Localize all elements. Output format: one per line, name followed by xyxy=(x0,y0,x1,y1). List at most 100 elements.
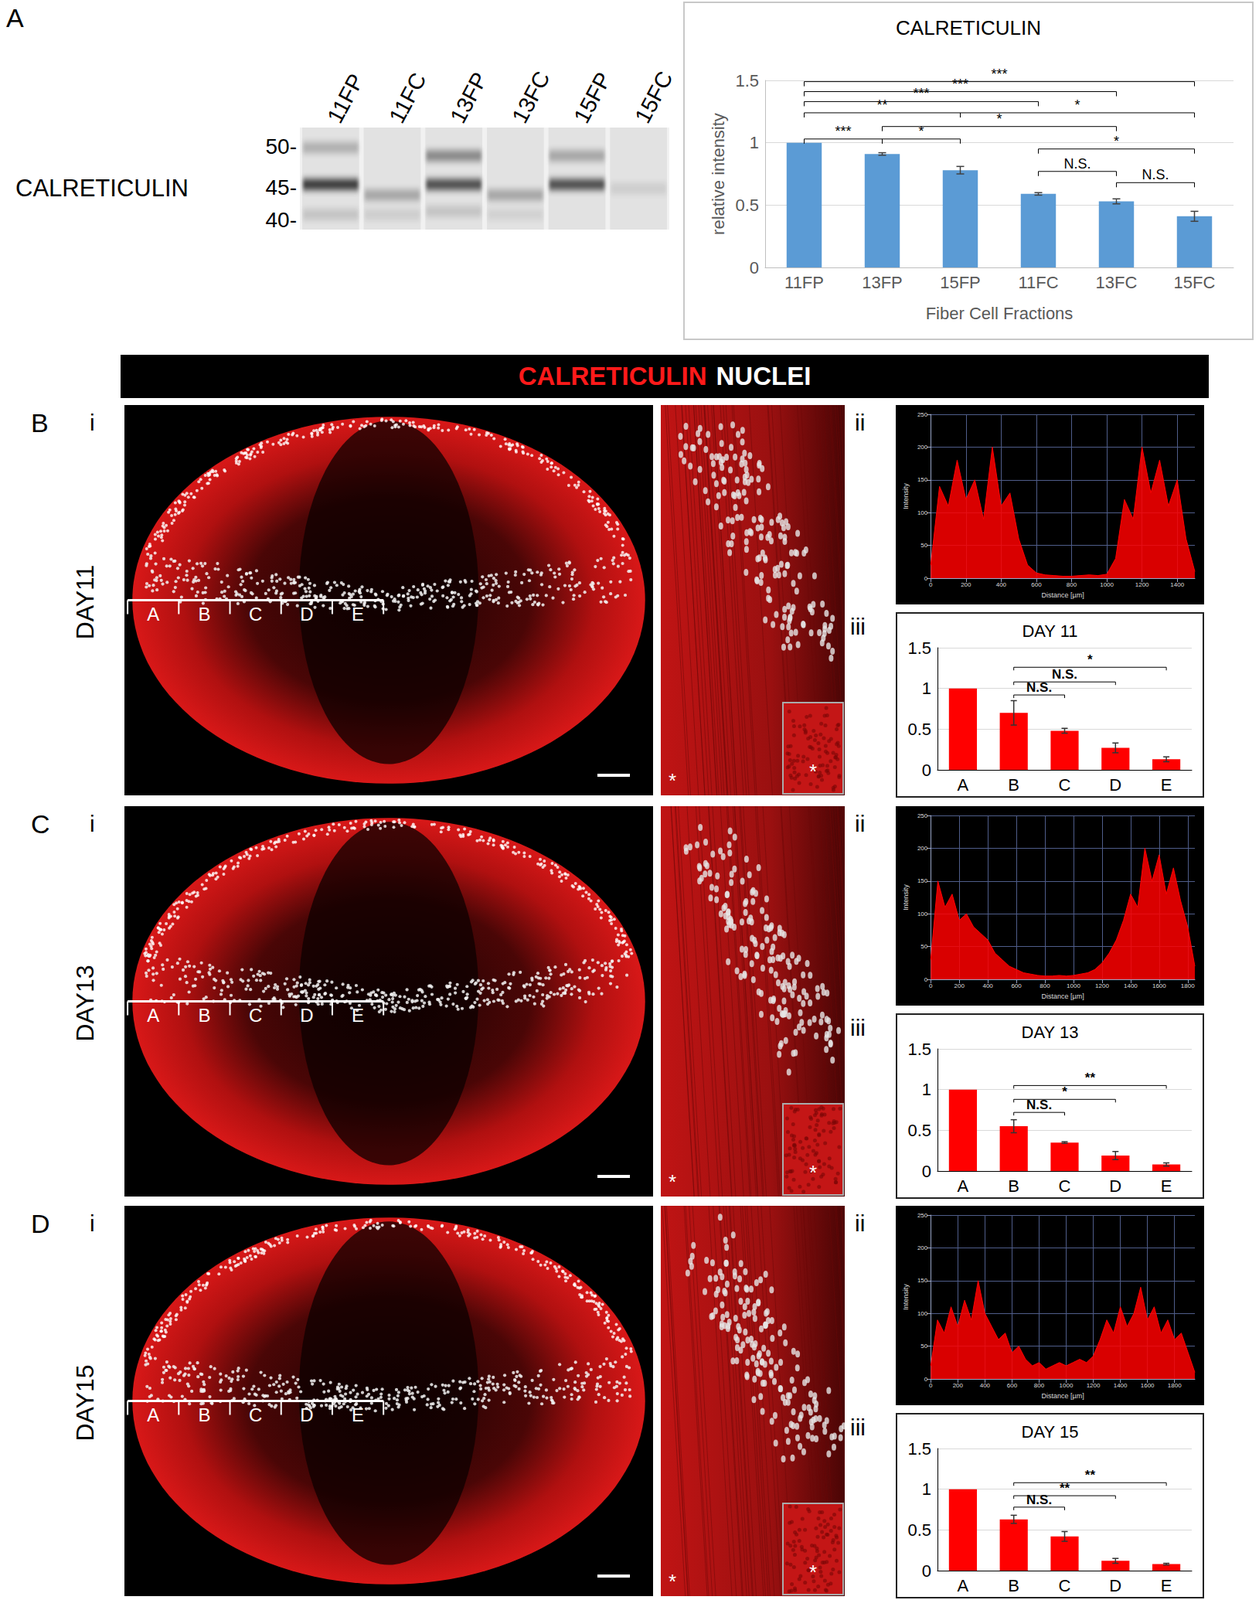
svg-text:1.5: 1.5 xyxy=(907,1039,932,1059)
svg-text:0.5: 0.5 xyxy=(907,1520,932,1540)
svg-text:C: C xyxy=(1058,775,1072,795)
svg-text:*: * xyxy=(668,769,677,793)
svg-text:A: A xyxy=(957,1575,970,1596)
svg-text:1400: 1400 xyxy=(1113,1381,1128,1389)
svg-text:200: 200 xyxy=(917,844,929,852)
svg-text:A: A xyxy=(146,1004,160,1026)
svg-text:E: E xyxy=(351,1004,365,1026)
svg-text:1200: 1200 xyxy=(1095,982,1110,990)
svg-text:600: 600 xyxy=(1010,982,1022,990)
svg-text:E: E xyxy=(1160,775,1173,795)
svg-text:DAY 11: DAY 11 xyxy=(1021,621,1078,641)
svg-text:800: 800 xyxy=(1039,982,1051,990)
svg-text:Intensity: Intensity xyxy=(901,1283,910,1311)
svg-text:C: C xyxy=(1058,1575,1072,1596)
svg-text:11FC: 11FC xyxy=(1017,272,1059,293)
svg-text:*: * xyxy=(668,1170,677,1194)
svg-text:B: B xyxy=(197,1404,211,1426)
svg-text:A: A xyxy=(146,1404,160,1426)
svg-text:400: 400 xyxy=(982,982,994,990)
svg-text:N.S.: N.S. xyxy=(1026,1097,1052,1113)
svg-text:0.5: 0.5 xyxy=(734,195,759,215)
svg-text:200: 200 xyxy=(952,1381,964,1389)
svg-text:A: A xyxy=(957,775,970,795)
svg-text:C: C xyxy=(1058,1176,1072,1196)
svg-text:0: 0 xyxy=(928,581,933,589)
svg-text:*: * xyxy=(809,759,817,783)
svg-text:**: ** xyxy=(1085,1467,1096,1483)
svg-text:50: 50 xyxy=(920,541,928,549)
svg-text:Distance [µm]: Distance [µm] xyxy=(1041,992,1085,1001)
svg-text:N.S.: N.S. xyxy=(1051,666,1078,682)
svg-text:600: 600 xyxy=(1007,1381,1018,1389)
svg-text:Intensity: Intensity xyxy=(901,483,910,510)
svg-text:0: 0 xyxy=(922,760,932,780)
svg-text:250: 250 xyxy=(917,411,929,419)
svg-text:C: C xyxy=(248,603,263,625)
svg-text:B: B xyxy=(1007,1176,1020,1196)
svg-text:DAY 15: DAY 15 xyxy=(1021,1422,1079,1442)
svg-text:150: 150 xyxy=(917,476,929,484)
svg-text:***: *** xyxy=(912,85,929,102)
svg-text:1: 1 xyxy=(922,1479,932,1499)
svg-text:D: D xyxy=(1109,1575,1122,1596)
svg-text:1000: 1000 xyxy=(1099,581,1114,589)
svg-text:1400: 1400 xyxy=(1170,581,1185,589)
svg-text:200: 200 xyxy=(954,982,966,990)
svg-text:13FC: 13FC xyxy=(1095,272,1138,293)
svg-text:0: 0 xyxy=(924,575,929,582)
svg-text:E: E xyxy=(351,603,365,625)
svg-text:1800: 1800 xyxy=(1180,982,1195,990)
svg-text:1: 1 xyxy=(922,678,932,698)
svg-text:*: * xyxy=(809,1160,817,1185)
svg-text:100: 100 xyxy=(917,509,929,517)
svg-text:*: * xyxy=(1061,1084,1068,1100)
svg-text:200: 200 xyxy=(917,1244,929,1252)
svg-text:***: *** xyxy=(952,76,969,92)
svg-text:Intensity: Intensity xyxy=(901,884,910,911)
svg-text:400: 400 xyxy=(996,581,1008,589)
svg-text:*: * xyxy=(996,111,1002,127)
svg-text:1.5: 1.5 xyxy=(907,1439,932,1459)
svg-text:400: 400 xyxy=(979,1381,991,1389)
svg-text:D: D xyxy=(299,1004,314,1026)
svg-text:D: D xyxy=(299,603,314,625)
svg-text:1.5: 1.5 xyxy=(907,638,932,658)
svg-text:600: 600 xyxy=(1031,581,1042,589)
svg-text:800: 800 xyxy=(1066,581,1078,589)
svg-text:0: 0 xyxy=(928,1381,933,1389)
svg-text:***: *** xyxy=(990,66,1008,82)
svg-text:1200: 1200 xyxy=(1135,581,1150,589)
svg-text:A: A xyxy=(957,1176,970,1196)
svg-text:D: D xyxy=(299,1404,314,1426)
svg-text:N.S.: N.S. xyxy=(1141,166,1169,183)
svg-text:B: B xyxy=(197,1004,211,1026)
svg-text:800: 800 xyxy=(1034,1381,1045,1389)
svg-text:0: 0 xyxy=(924,1375,929,1383)
svg-text:150: 150 xyxy=(917,877,929,885)
svg-text:0: 0 xyxy=(924,976,929,984)
svg-text:50: 50 xyxy=(920,942,928,950)
svg-text:CALRETICULIN: CALRETICULIN xyxy=(895,16,1042,40)
svg-text:1000: 1000 xyxy=(1059,1381,1074,1389)
svg-text:100: 100 xyxy=(917,1310,929,1317)
svg-text:***: *** xyxy=(834,123,851,140)
svg-text:1.5: 1.5 xyxy=(734,71,759,91)
svg-text:250: 250 xyxy=(917,1211,929,1219)
svg-text:D: D xyxy=(1109,1176,1122,1196)
svg-text:B: B xyxy=(1007,775,1020,795)
svg-text:*: * xyxy=(1087,652,1093,667)
svg-text:1: 1 xyxy=(922,1079,932,1100)
svg-text:A: A xyxy=(146,603,160,625)
svg-text:N.S.: N.S. xyxy=(1026,680,1052,695)
svg-text:0.5: 0.5 xyxy=(907,1120,932,1140)
svg-text:200: 200 xyxy=(917,443,929,451)
svg-text:100: 100 xyxy=(917,910,929,918)
svg-text:250: 250 xyxy=(917,812,929,820)
svg-text:B: B xyxy=(1007,1575,1020,1596)
svg-text:**: ** xyxy=(876,97,888,113)
svg-text:1400: 1400 xyxy=(1123,982,1138,990)
svg-text:Fiber Cell Fractions: Fiber Cell Fractions xyxy=(925,303,1074,324)
svg-text:**: ** xyxy=(1059,1480,1071,1496)
svg-text:*: * xyxy=(668,1569,677,1593)
